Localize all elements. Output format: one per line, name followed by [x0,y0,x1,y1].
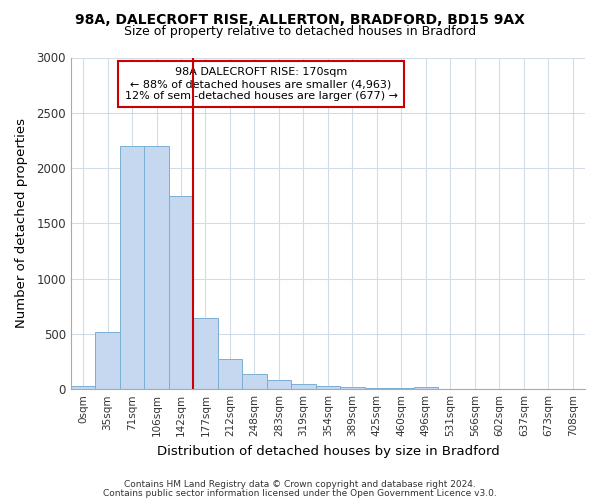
Text: Contains public sector information licensed under the Open Government Licence v3: Contains public sector information licen… [103,489,497,498]
Bar [242,374,266,389]
Bar [291,384,316,389]
Bar [144,146,169,389]
Bar [389,388,413,389]
Bar [316,386,340,389]
Bar [266,380,291,389]
X-axis label: Distribution of detached houses by size in Bradford: Distribution of detached houses by size … [157,444,499,458]
Bar [413,387,438,389]
Bar [218,360,242,389]
Bar [169,196,193,389]
Text: 98A DALECROFT RISE: 170sqm
← 88% of detached houses are smaller (4,963)
12% of s: 98A DALECROFT RISE: 170sqm ← 88% of deta… [125,68,398,100]
Y-axis label: Number of detached properties: Number of detached properties [15,118,28,328]
Bar [120,146,144,389]
Bar [193,318,218,389]
Text: Contains HM Land Registry data © Crown copyright and database right 2024.: Contains HM Land Registry data © Crown c… [124,480,476,489]
Text: Size of property relative to detached houses in Bradford: Size of property relative to detached ho… [124,25,476,38]
Bar [340,387,365,389]
Text: 98A, DALECROFT RISE, ALLERTON, BRADFORD, BD15 9AX: 98A, DALECROFT RISE, ALLERTON, BRADFORD,… [75,12,525,26]
Bar [71,386,95,389]
Bar [95,332,120,389]
Bar [365,388,389,389]
